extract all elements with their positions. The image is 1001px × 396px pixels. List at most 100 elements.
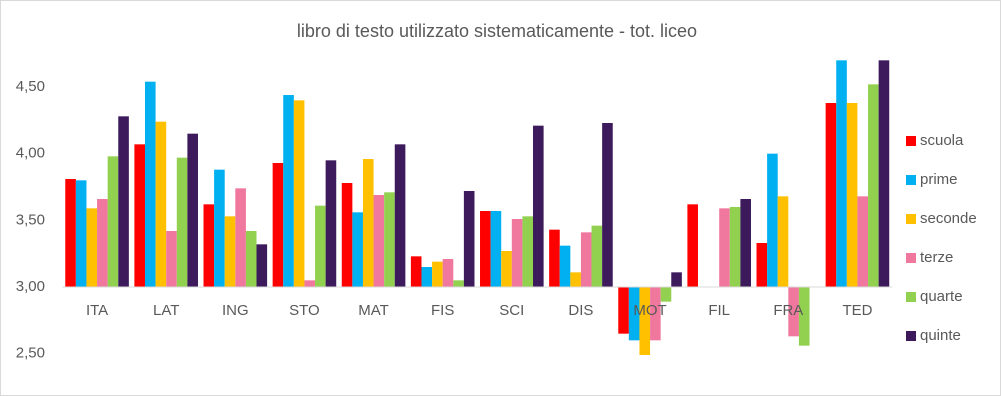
legend-label: quinte [920, 327, 961, 344]
x-tick-label: FIL [708, 302, 730, 319]
bar [660, 287, 672, 302]
bar [235, 188, 246, 287]
bar [511, 219, 523, 287]
bar [384, 192, 395, 287]
bar [283, 95, 294, 287]
x-tick-label: STO [289, 302, 320, 319]
y-tick-label: 4,00 [16, 145, 45, 162]
bar [176, 157, 188, 287]
bar [97, 199, 108, 287]
y-tick-label: 3,00 [16, 278, 45, 295]
bar [463, 191, 475, 287]
bar [75, 180, 87, 287]
bar [533, 125, 544, 288]
bar [868, 84, 879, 287]
bar [549, 229, 560, 287]
bar [421, 267, 433, 287]
bar [256, 244, 268, 287]
bar [501, 251, 512, 287]
bar [203, 204, 215, 287]
bar [442, 259, 454, 287]
bar [628, 287, 640, 341]
bar [650, 287, 661, 341]
bar [352, 212, 363, 287]
bar [777, 196, 789, 287]
x-tick-label: FIS [431, 302, 454, 319]
bar [315, 205, 326, 287]
bar [144, 81, 156, 288]
x-tick-label: FRA [773, 302, 803, 319]
bar [639, 287, 651, 355]
bar [846, 103, 858, 287]
x-tick-label: ITA [86, 302, 108, 319]
bar [453, 280, 464, 287]
bar [729, 207, 741, 287]
legend-swatch [906, 292, 916, 302]
bar [788, 287, 799, 337]
legend-swatch [906, 253, 916, 263]
bar [618, 287, 629, 334]
bar [857, 196, 869, 287]
y-tick-label: 4,50 [16, 78, 45, 95]
y-tick-label: 2,50 [16, 345, 45, 362]
bar [373, 195, 385, 287]
bar [825, 103, 837, 287]
x-tick-label: ING [222, 302, 249, 319]
bar [719, 208, 730, 287]
legend-swatch [906, 136, 916, 146]
bar [798, 287, 810, 346]
bar [245, 231, 257, 287]
bar [756, 243, 768, 287]
bar [480, 211, 491, 287]
bar [107, 156, 119, 287]
bar [767, 153, 778, 287]
bar [570, 272, 581, 287]
bar [155, 121, 167, 288]
legend-swatch [906, 175, 916, 185]
bar [559, 245, 571, 287]
bar [224, 216, 236, 287]
bar [362, 159, 374, 287]
bar [671, 272, 682, 287]
bar [602, 123, 613, 287]
bar [65, 179, 76, 287]
bar [878, 60, 890, 288]
bar [341, 183, 353, 287]
x-tick-label: LAT [153, 302, 179, 319]
bar [118, 116, 129, 287]
bar [580, 232, 592, 287]
bar [272, 163, 284, 287]
bar [293, 100, 305, 287]
x-tick-label: TED [842, 302, 872, 319]
bar [591, 225, 603, 287]
legend-label: seconde [920, 210, 977, 227]
bar [134, 144, 145, 287]
bar [740, 199, 751, 287]
bar [522, 216, 534, 287]
chart-title: libro di testo utilizzato sistematicamen… [297, 21, 697, 41]
bar [836, 60, 847, 288]
bar [304, 280, 316, 287]
bar [432, 261, 443, 287]
bar [687, 204, 698, 287]
bar [394, 144, 406, 287]
legend-swatch [906, 214, 916, 224]
x-tick-label: SCI [499, 302, 524, 319]
bar [187, 133, 198, 287]
bar [166, 231, 177, 287]
x-tick-label: MOT [633, 302, 666, 319]
legend-label: prime [920, 171, 958, 188]
x-tick-label: DIS [568, 302, 593, 319]
bar [214, 169, 225, 287]
bar [410, 256, 422, 287]
legend-label: quarte [920, 288, 963, 305]
legend-label: scuola [920, 132, 964, 149]
bar [325, 160, 337, 287]
bar [86, 208, 98, 287]
bar [490, 211, 502, 287]
legend-swatch [906, 331, 916, 341]
y-tick-label: 3,50 [16, 211, 45, 228]
legend-label: terze [920, 249, 953, 266]
